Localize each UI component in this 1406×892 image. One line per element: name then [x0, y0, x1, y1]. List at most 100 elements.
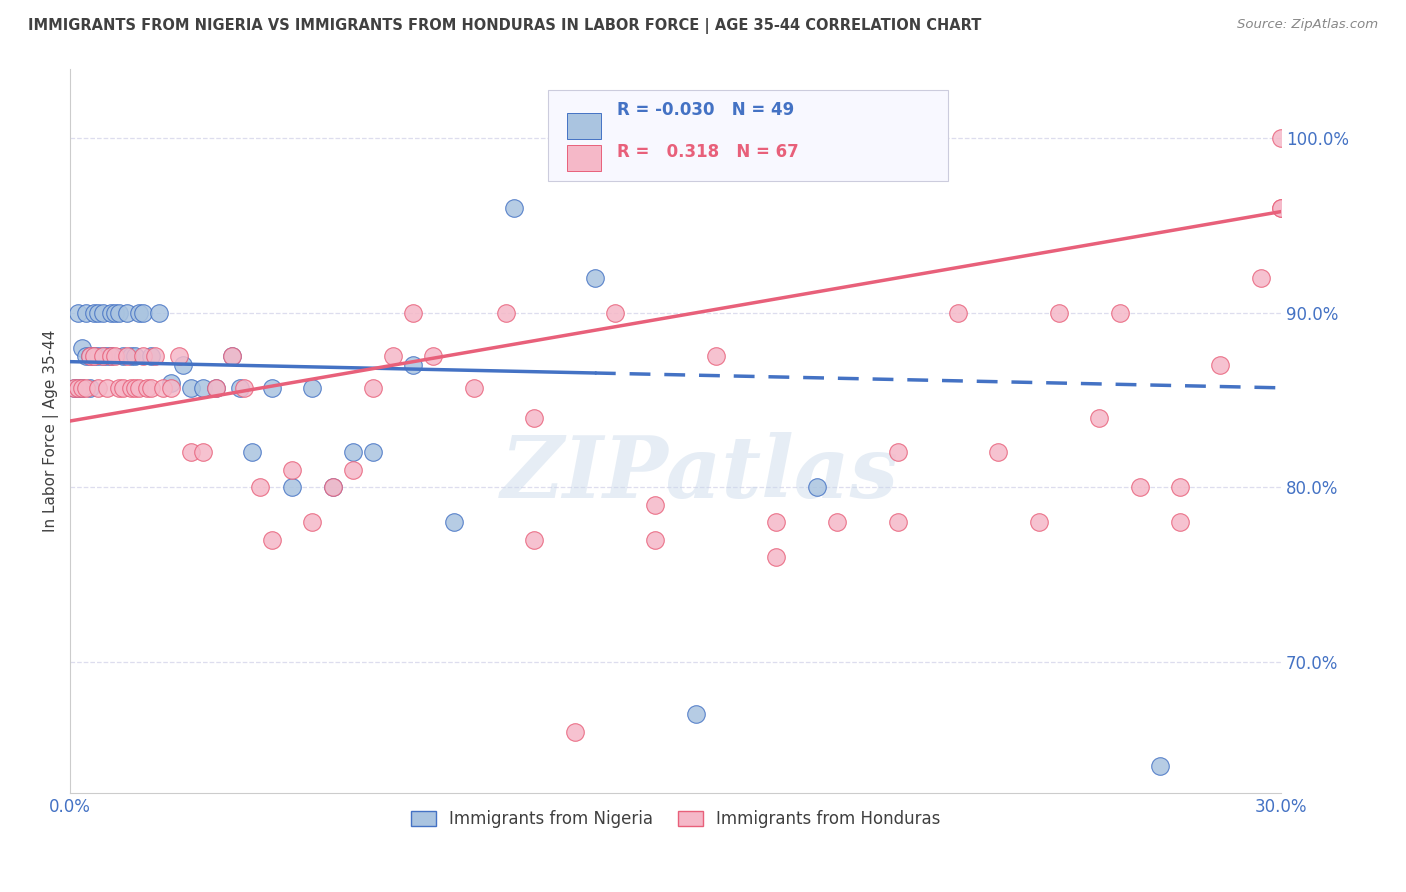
Point	[1088, 410, 1111, 425]
Point	[402, 358, 425, 372]
Point	[180, 381, 202, 395]
Point	[281, 480, 304, 494]
Point	[87, 306, 110, 320]
Text: R =   0.318   N = 67: R = 0.318 N = 67	[617, 143, 799, 161]
Point	[503, 201, 526, 215]
Point	[240, 445, 263, 459]
Point	[91, 350, 114, 364]
FancyBboxPatch shape	[567, 113, 600, 139]
Point	[946, 306, 969, 320]
Point	[1149, 759, 1171, 773]
Point	[111, 350, 134, 364]
Point	[100, 306, 122, 320]
Point	[79, 381, 101, 395]
Point	[322, 480, 344, 494]
Point	[463, 381, 485, 395]
Point	[83, 350, 105, 364]
Point	[685, 707, 707, 722]
Point	[204, 381, 226, 395]
Point	[1270, 131, 1292, 145]
Point	[1168, 515, 1191, 529]
Point	[63, 381, 86, 395]
Point	[75, 381, 97, 395]
Text: IMMIGRANTS FROM NIGERIA VS IMMIGRANTS FROM HONDURAS IN LABOR FORCE | AGE 35-44 C: IMMIGRANTS FROM NIGERIA VS IMMIGRANTS FR…	[28, 18, 981, 34]
Point	[232, 381, 254, 395]
Point	[180, 445, 202, 459]
Point	[100, 350, 122, 364]
Point	[443, 515, 465, 529]
Point	[72, 381, 94, 395]
Point	[139, 350, 162, 364]
Point	[124, 381, 146, 395]
Point	[361, 381, 384, 395]
Point	[124, 350, 146, 364]
Point	[128, 306, 150, 320]
Point	[221, 350, 243, 364]
Point	[75, 306, 97, 320]
Point	[111, 381, 134, 395]
Point	[422, 350, 444, 364]
Point	[987, 445, 1010, 459]
Point	[107, 306, 129, 320]
Point	[495, 306, 517, 320]
Point	[172, 358, 194, 372]
Point	[104, 350, 127, 364]
Point	[115, 306, 138, 320]
Point	[167, 350, 190, 364]
Text: ZIPatlas: ZIPatlas	[501, 433, 898, 516]
Point	[765, 550, 787, 565]
Point	[91, 306, 114, 320]
Point	[132, 306, 155, 320]
Legend: Immigrants from Nigeria, Immigrants from Honduras: Immigrants from Nigeria, Immigrants from…	[404, 804, 948, 835]
Text: R = -0.030   N = 49: R = -0.030 N = 49	[617, 101, 794, 119]
Point	[260, 381, 283, 395]
Point	[825, 515, 848, 529]
Point	[79, 350, 101, 364]
Point	[193, 445, 215, 459]
Point	[120, 350, 142, 364]
Point	[72, 381, 94, 395]
Point	[83, 350, 105, 364]
Point	[564, 724, 586, 739]
Point	[67, 381, 90, 395]
Point	[132, 350, 155, 364]
Point	[193, 381, 215, 395]
Point	[72, 341, 94, 355]
Point	[644, 533, 666, 547]
Point	[301, 515, 323, 529]
Point	[87, 350, 110, 364]
Point	[1168, 480, 1191, 494]
Point	[382, 350, 405, 364]
Point	[91, 350, 114, 364]
Point	[322, 480, 344, 494]
Point	[704, 350, 727, 364]
Text: Source: ZipAtlas.com: Source: ZipAtlas.com	[1237, 18, 1378, 31]
Point	[67, 306, 90, 320]
Point	[160, 376, 183, 390]
Point	[128, 381, 150, 395]
Point	[221, 350, 243, 364]
Point	[120, 381, 142, 395]
Point	[1270, 201, 1292, 215]
Point	[100, 350, 122, 364]
Point	[87, 381, 110, 395]
Point	[1028, 515, 1050, 529]
Point	[67, 381, 90, 395]
Point	[152, 381, 174, 395]
Point	[75, 350, 97, 364]
Point	[301, 381, 323, 395]
Point	[583, 271, 606, 285]
Point	[260, 533, 283, 547]
Point	[148, 306, 170, 320]
Point	[342, 463, 364, 477]
FancyBboxPatch shape	[548, 90, 948, 181]
Point	[79, 350, 101, 364]
Point	[107, 381, 129, 395]
Point	[83, 306, 105, 320]
Point	[1047, 306, 1070, 320]
Point	[135, 381, 157, 395]
Point	[886, 515, 908, 529]
Point	[281, 463, 304, 477]
Point	[104, 306, 127, 320]
Point	[1108, 306, 1130, 320]
